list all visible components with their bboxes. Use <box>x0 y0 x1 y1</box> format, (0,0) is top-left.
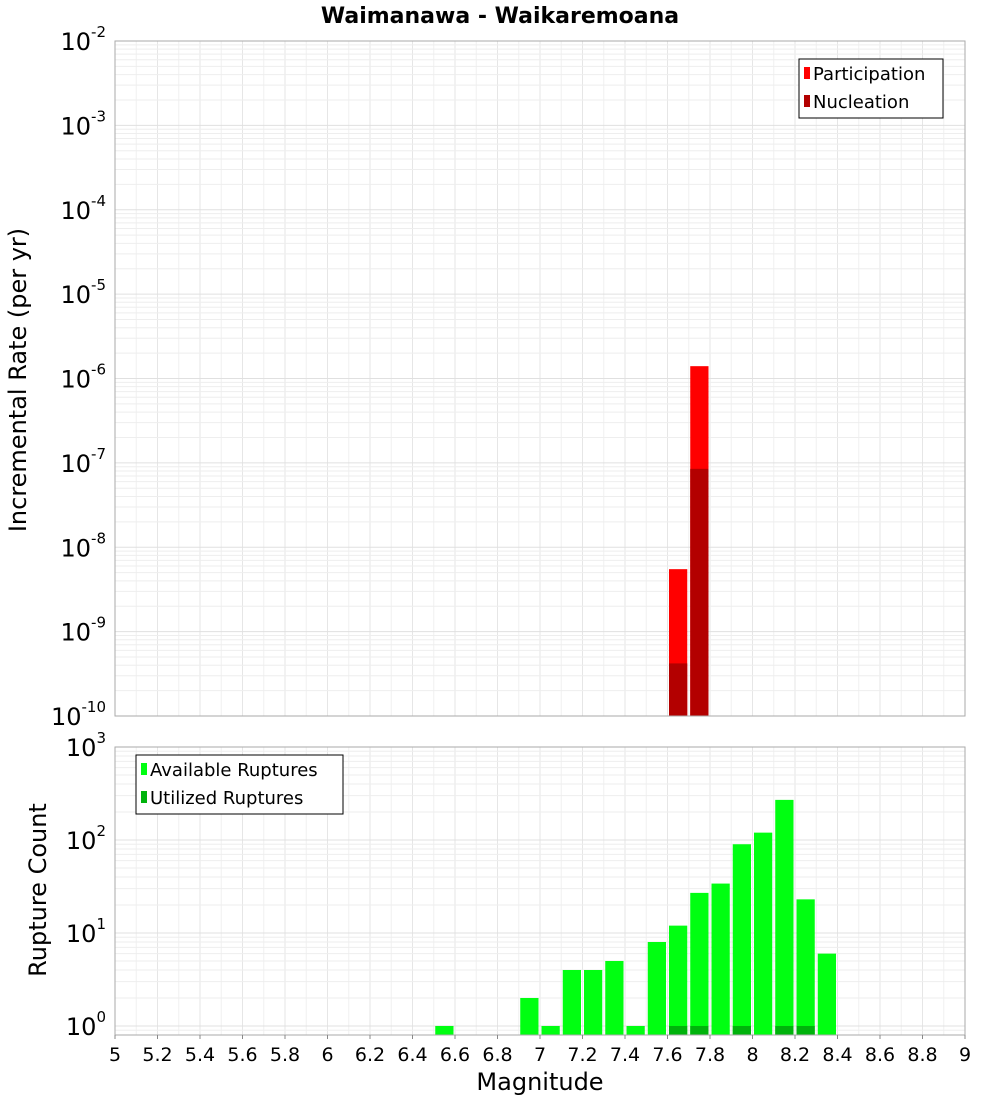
x-tick-label: 8.8 <box>907 1044 937 1066</box>
x-tick-label: 5.4 <box>185 1044 215 1066</box>
x-tick-label: 9 <box>959 1044 971 1066</box>
bar-available-ruptures <box>541 1025 560 1035</box>
y-tick-label: 10-7 <box>60 445 106 478</box>
bar-utilized-ruptures <box>669 1025 688 1035</box>
y-tick-label: 102 <box>66 822 106 855</box>
x-tick-label: 8.4 <box>822 1044 852 1066</box>
y-tick-label: 10-9 <box>60 614 106 647</box>
bar-available-ruptures <box>605 960 624 1035</box>
bar-available-ruptures <box>435 1025 454 1035</box>
y-tick-label: 10-5 <box>60 276 106 309</box>
x-tick-label: 7 <box>534 1044 546 1066</box>
bar-available-ruptures <box>690 892 709 1035</box>
x-tick-label: 8.2 <box>780 1044 810 1066</box>
y-tick-label: 101 <box>66 915 106 948</box>
legend-label: Utilized Ruptures <box>150 788 303 809</box>
legend-box <box>135 754 344 815</box>
x-tick-label: 7.4 <box>610 1044 640 1066</box>
bar-available-ruptures <box>817 953 836 1035</box>
y-tick-label: 10-4 <box>60 192 106 225</box>
x-tick-label: 6.2 <box>355 1044 385 1066</box>
bar-utilized-ruptures <box>775 1025 794 1035</box>
x-tick-label: 6 <box>321 1044 333 1066</box>
legend-label: Available Ruptures <box>150 760 318 781</box>
x-tick-label: 5.2 <box>142 1044 172 1066</box>
legend: Available Ruptures Utilized Ruptures <box>135 754 344 815</box>
legend-swatch <box>141 763 147 775</box>
bar-available-ruptures <box>584 969 603 1035</box>
y-tick-label: 10-3 <box>60 107 106 140</box>
bar-available-ruptures <box>647 942 666 1035</box>
y-axis-label-rate: Incremental Rate (per yr) <box>4 228 32 532</box>
bar-available-ruptures <box>711 883 730 1035</box>
x-tick-label: 7.6 <box>652 1044 682 1066</box>
legend-box <box>798 58 944 119</box>
bar-available-ruptures <box>732 844 751 1035</box>
y-tick-label: 10-2 <box>60 23 106 56</box>
legend-swatch <box>804 67 810 79</box>
y-tick-label: 10-8 <box>60 529 106 562</box>
legend-label: Nucleation <box>813 92 909 113</box>
bar-available-ruptures <box>669 925 688 1035</box>
legend: Participation Nucleation <box>798 58 944 119</box>
rate-panel: 10-10 10-9 10-8 10-7 10-6 10-5 10-4 10-3 10-2 Par… <box>51 23 966 731</box>
y-tick-label: 100 <box>66 1008 106 1041</box>
plot-frame <box>114 40 966 717</box>
y-tick-label: 10-6 <box>60 361 106 394</box>
bar-available-ruptures <box>562 969 581 1035</box>
legend-swatch <box>141 791 147 803</box>
x-axis-label: Magnitude <box>476 1068 603 1096</box>
legend-swatch <box>804 95 810 107</box>
x-tick-label: 5.8 <box>270 1044 300 1066</box>
x-tick-label: 8 <box>746 1044 758 1066</box>
bar-available-ruptures <box>754 832 773 1035</box>
bar-nucleation <box>690 468 709 716</box>
bar-nucleation <box>669 663 688 716</box>
y-axis-label-count: Rupture Count <box>24 803 52 977</box>
x-tick-label: 5 <box>109 1044 121 1066</box>
bar-utilized-ruptures <box>690 1025 709 1035</box>
y-tick-label: 10-10 <box>51 698 106 731</box>
x-tick-label: 7.8 <box>695 1044 725 1066</box>
x-tick-label: 6.6 <box>440 1044 470 1066</box>
bar-available-ruptures <box>796 899 815 1035</box>
bar-utilized-ruptures <box>796 1025 815 1035</box>
chart-title: Waimanawa - Waikaremoana <box>321 4 679 29</box>
x-tick-label: 5.6 <box>227 1044 257 1066</box>
bar-available-ruptures <box>626 1025 645 1035</box>
bar-utilized-ruptures <box>732 1025 751 1035</box>
bar-available-ruptures <box>775 799 794 1035</box>
x-tick-label: 8.6 <box>865 1044 895 1066</box>
x-tick-label: 6.4 <box>397 1044 427 1066</box>
x-tick-label: 7.2 <box>567 1044 597 1066</box>
y-tick-label: 103 <box>66 729 106 762</box>
legend-label: Participation <box>813 64 925 85</box>
x-tick-label: 6.8 <box>482 1044 512 1066</box>
bar-available-ruptures <box>520 997 539 1035</box>
